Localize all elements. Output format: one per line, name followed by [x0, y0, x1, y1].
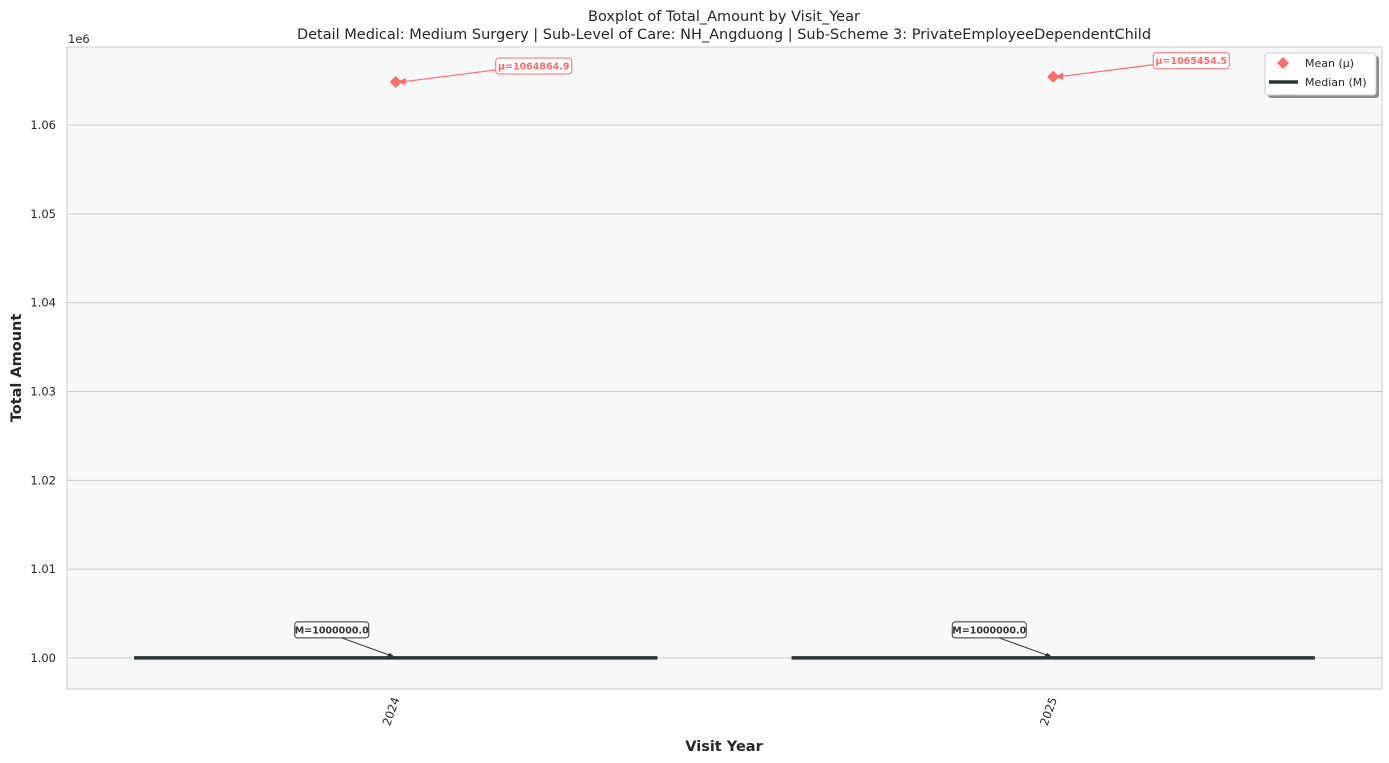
plot-area — [66, 46, 1383, 690]
median-annotation-arrowhead — [386, 652, 396, 658]
x-tick-labels: 2024 2025 — [379, 695, 1060, 727]
mean-annotation-label: μ=1065454.5 — [1156, 56, 1227, 67]
median-annotation-arrowhead — [1044, 652, 1054, 658]
x-tick-label: 2024 — [379, 695, 402, 727]
mean-annotation-box — [1152, 52, 1230, 70]
median-annotation-label: M=1000000.0 — [295, 625, 369, 636]
median-annotation-arrow — [999, 637, 1050, 657]
y-tick-label: 1.05 — [30, 207, 56, 221]
mean-annotation-arrow — [401, 69, 496, 83]
y-tick-label: 1.06 — [30, 118, 56, 132]
mean-annotation-box — [495, 57, 573, 75]
y-tick-label: 1.04 — [30, 296, 56, 310]
median-annotation-box — [294, 621, 370, 639]
legend-box — [1264, 52, 1377, 96]
legend-mean-marker — [1277, 57, 1289, 69]
median-lines: M=1000000.0 M=1000000.0 — [134, 621, 1315, 660]
median-annotation-arrow — [341, 637, 392, 657]
y-offset-label: 1e6 — [68, 32, 90, 46]
median-annotation-label: M=1000000.0 — [952, 625, 1026, 636]
mean-annotation-arrow — [1059, 64, 1154, 78]
y-tick-label: 1.02 — [30, 473, 56, 487]
grid-layer — [67, 124, 1382, 659]
y-tick-label: 1.00 — [30, 651, 56, 665]
chart-subtitle: Detail Medical: Medium Surgery | Sub-Lev… — [297, 27, 1151, 43]
legend-median-label: Median (M) — [1305, 76, 1367, 89]
y-axis-label: Total Amount — [9, 314, 25, 423]
legend: Mean (μ) Median (M) — [1264, 52, 1379, 98]
mean-annotation-label: μ=1064864.9 — [498, 61, 569, 72]
y-tick-labels: 1.00 1.01 1.02 1.03 1.04 1.05 1.06 — [30, 118, 56, 665]
y-tick-label: 1.01 — [30, 562, 56, 576]
x-tick-label: 2025 — [1037, 695, 1060, 727]
median-annotation-box — [951, 621, 1027, 639]
y-tick-label: 1.03 — [30, 385, 56, 399]
mean-marker — [389, 75, 402, 88]
legend-mean-label: Mean (μ) — [1305, 57, 1354, 70]
mean-markers: μ=1064864.9 μ=1065454.5 — [389, 52, 1230, 88]
chart-title: Boxplot of Total_Amount by Visit_Year — [588, 9, 860, 25]
mean-marker — [1047, 70, 1060, 83]
x-axis-label: Visit Year — [685, 739, 763, 755]
